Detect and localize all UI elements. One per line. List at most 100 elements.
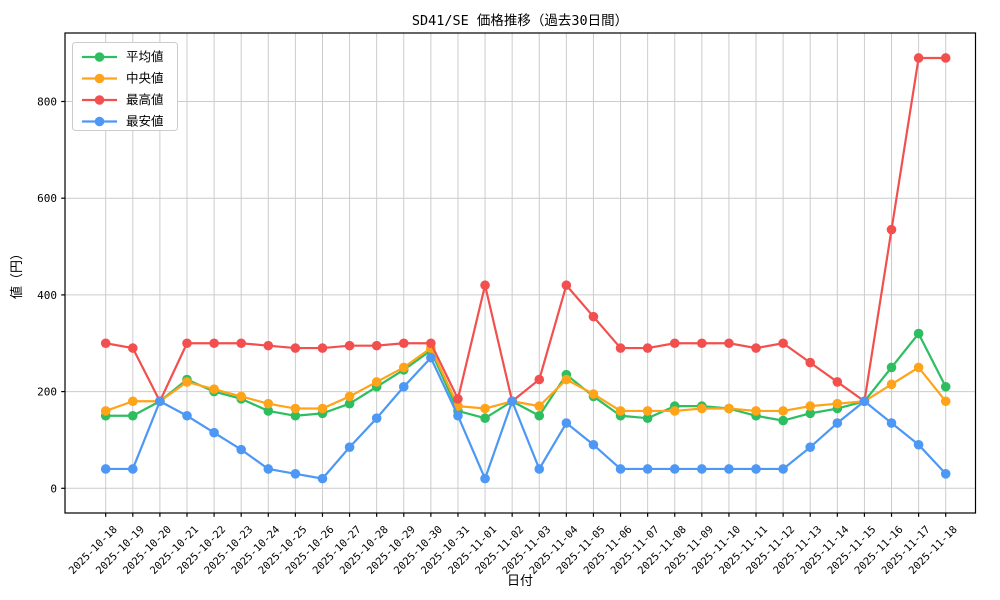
series-point-min	[913, 439, 924, 450]
series-point-max	[832, 377, 843, 387]
series-point-max	[127, 343, 138, 353]
y-tick-label: 400	[37, 289, 57, 302]
series-point-max	[371, 340, 382, 351]
series-line-max	[105, 56, 946, 403]
series-point-max	[669, 338, 680, 349]
series-point-median	[669, 406, 680, 416]
series-point-avg	[263, 406, 274, 416]
series-point-min	[453, 410, 463, 421]
series-point-max	[263, 340, 274, 351]
legend-marker-min	[94, 116, 105, 127]
series-point-min	[426, 352, 436, 363]
series-point-median	[236, 391, 246, 402]
series-point-median	[182, 377, 192, 387]
series-point-median	[534, 401, 545, 411]
series-point-avg	[886, 362, 897, 373]
y-tick-label: 600	[37, 192, 57, 205]
series-point-min	[371, 413, 382, 423]
series-point-avg	[344, 398, 355, 409]
series-point-min	[344, 442, 355, 453]
series-point-median	[751, 406, 761, 416]
series-point-median	[127, 396, 138, 407]
series-point-max	[886, 224, 897, 235]
series-point-min	[182, 410, 192, 421]
series-point-max	[182, 338, 192, 349]
series-point-max	[317, 343, 328, 353]
series-point-min	[697, 464, 707, 474]
legend-marker-avg	[94, 52, 105, 62]
series-point-max	[805, 357, 816, 368]
series-point-min	[534, 464, 545, 474]
series-point-min	[155, 396, 165, 407]
series-point-max	[209, 338, 219, 349]
series-point-min	[724, 464, 734, 474]
series-point-median	[480, 403, 490, 414]
series-point-min	[669, 464, 680, 474]
series-point-max	[426, 338, 436, 349]
series-point-min	[940, 468, 951, 479]
series-point-max	[398, 338, 409, 349]
series-point-avg	[290, 410, 301, 421]
series-point-median	[832, 398, 843, 409]
legend-marker-max	[94, 95, 105, 105]
series-point-min	[588, 439, 599, 450]
legend-label-median: 中央値	[126, 71, 164, 86]
series-point-min	[236, 444, 246, 455]
series-point-min	[263, 464, 274, 474]
series-point-median	[615, 406, 626, 416]
series-line-median	[105, 346, 947, 413]
y-axis-label: 値（円）	[9, 247, 25, 299]
series-point-min	[317, 473, 328, 484]
series-point-median	[886, 379, 897, 390]
series-point-median	[940, 396, 951, 407]
series-point-min	[100, 464, 111, 474]
series-point-avg	[642, 413, 653, 423]
series-point-max	[480, 280, 490, 291]
series-point-max	[615, 343, 626, 353]
y-tick-label: 200	[37, 386, 57, 399]
series-min	[100, 352, 951, 484]
series-point-max	[588, 311, 599, 322]
series-point-max	[697, 338, 707, 349]
series-max	[100, 53, 951, 407]
series-point-median	[561, 374, 572, 385]
series-point-median	[371, 377, 382, 387]
series-point-max	[534, 374, 545, 385]
series-point-min	[480, 473, 490, 484]
series-point-avg	[913, 328, 924, 339]
series-point-min	[561, 418, 572, 428]
grid-layer	[65, 33, 976, 513]
series-point-min	[805, 442, 816, 453]
series-point-max	[940, 53, 951, 63]
chart-title: SD41/SE 価格推移（過去30日間）	[412, 13, 628, 29]
series-point-median	[317, 403, 328, 414]
series-point-avg	[778, 415, 788, 426]
legend-label-max: 最高値	[126, 92, 164, 107]
series-point-max	[913, 53, 924, 63]
series-point-median	[209, 384, 219, 394]
series-point-median	[805, 401, 816, 411]
series-point-max	[290, 343, 301, 353]
legend-box	[72, 42, 178, 131]
series-point-max	[344, 340, 355, 351]
series-point-min	[398, 381, 409, 392]
series-point-max	[778, 338, 788, 349]
series-point-min	[127, 464, 138, 474]
series-point-median	[642, 406, 653, 416]
series-point-avg	[940, 381, 951, 392]
legend-marker-median	[94, 73, 105, 84]
series-point-min	[751, 464, 761, 474]
series-point-min	[209, 427, 219, 438]
series-point-max	[642, 343, 653, 353]
series-point-min	[832, 418, 843, 428]
series-point-median	[100, 406, 111, 416]
series-point-median	[913, 362, 924, 373]
legend-label-avg: 平均値	[126, 49, 164, 64]
series-point-median	[290, 403, 301, 414]
series-layer	[100, 53, 951, 484]
series-point-max	[100, 338, 111, 349]
series-point-max	[561, 280, 572, 291]
